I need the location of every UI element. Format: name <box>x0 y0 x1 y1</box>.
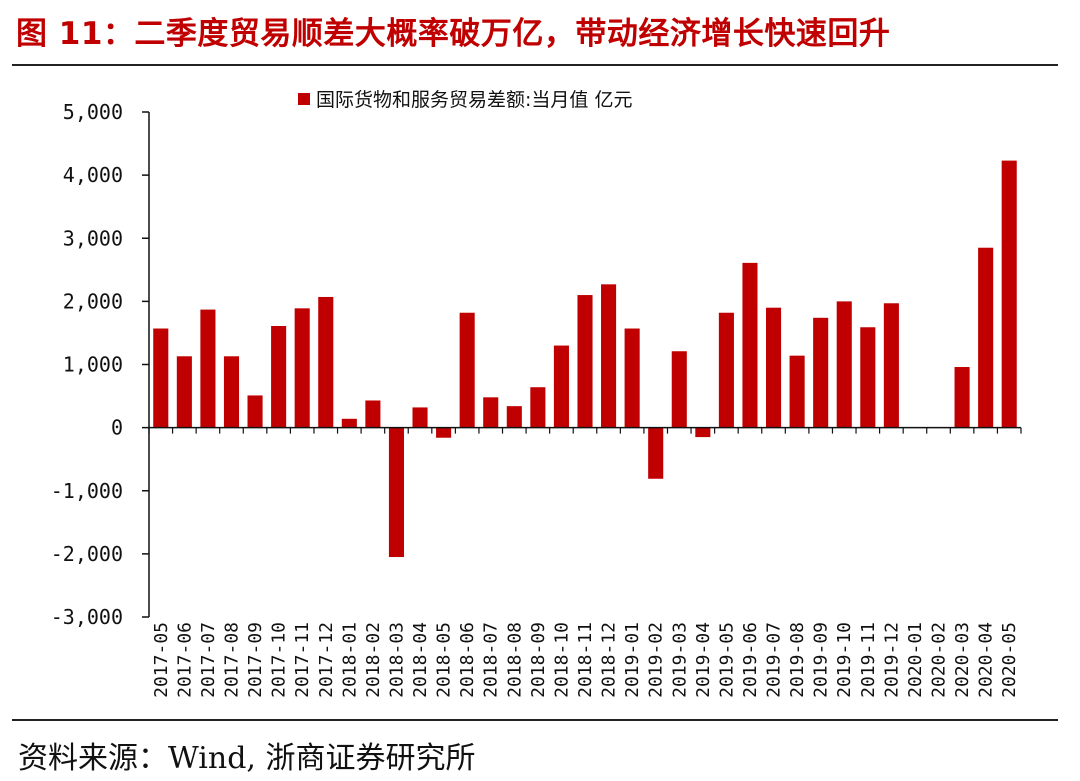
bar <box>766 307 782 428</box>
bar <box>954 367 970 428</box>
bar <box>341 418 357 428</box>
x-tick-label: 2019-10 <box>834 622 855 698</box>
x-tick-label: 2017-09 <box>245 622 266 698</box>
x-tick-label: 2018-09 <box>528 622 549 698</box>
x-tick-label: 2018-05 <box>434 622 455 698</box>
x-tick-label: 2017-08 <box>221 622 242 698</box>
bar <box>459 312 475 428</box>
bar-chart: 国际货物和服务贸易差额:当月值 亿元 5,000 4,000 3,000 2,000 1… <box>51 89 1022 698</box>
bar <box>412 407 428 428</box>
chart-legend: 国际货物和服务贸易差额:当月值 亿元 <box>298 89 632 111</box>
x-tick-label: 2018-01 <box>339 622 360 698</box>
bar <box>836 301 852 428</box>
bar <box>200 309 216 428</box>
bar <box>789 355 805 428</box>
bar <box>365 400 381 428</box>
bar <box>648 427 664 479</box>
bar <box>176 356 192 428</box>
bar <box>436 427 452 438</box>
x-tick-label: 2020-01 <box>905 622 926 698</box>
bar <box>553 345 569 428</box>
footer-divider <box>12 719 1058 721</box>
y-tick-label: 2,000 <box>63 289 123 313</box>
x-tick-label: 2019-01 <box>622 622 643 698</box>
y-tick-label: -2,000 <box>51 542 123 566</box>
title-divider <box>12 64 1058 66</box>
x-tick-label: 2017-10 <box>269 622 290 698</box>
x-tick-label: 2018-03 <box>386 622 407 698</box>
x-tick-label: 2019-06 <box>740 622 761 698</box>
bar <box>624 328 640 428</box>
x-tick-label: 2020-04 <box>976 622 997 698</box>
x-tick-label: 2017-05 <box>151 622 172 698</box>
bar <box>388 427 404 558</box>
bar <box>271 325 287 428</box>
x-tick-label: 2019-02 <box>646 622 667 698</box>
x-tick-label: 2020-05 <box>999 622 1020 698</box>
x-tick-label: 2019-07 <box>764 622 785 698</box>
x-tick-label: 2017-06 <box>174 622 195 698</box>
bar <box>1001 160 1017 428</box>
y-tick-label: 4,000 <box>63 163 123 187</box>
bar <box>978 247 994 428</box>
bar <box>153 328 169 428</box>
legend-label: 国际货物和服务贸易差额:当月值 亿元 <box>316 89 632 111</box>
y-axis: 5,000 4,000 3,000 2,000 1,000 0 -1,000 -2,000 -3… <box>51 100 150 629</box>
x-tick-label: 2019-11 <box>858 622 879 698</box>
x-tick-label: 2018-04 <box>410 622 431 698</box>
y-tick-label: 1,000 <box>63 353 123 377</box>
x-axis: 2017-05 2017-06 2017-07 2017-08 2017-09 2017-… <box>148 426 1022 698</box>
x-tick-label: 2018-06 <box>457 622 478 698</box>
x-tick-label: 2018-11 <box>575 622 596 698</box>
bar <box>506 406 522 428</box>
x-tick-label: 2018-08 <box>504 622 525 698</box>
y-tick-label: -1,000 <box>51 479 123 503</box>
x-tick-label: 2019-04 <box>693 622 714 698</box>
bar <box>601 284 617 428</box>
bar <box>742 262 758 428</box>
bar <box>671 351 687 428</box>
bar <box>813 317 829 428</box>
bar <box>247 395 263 428</box>
x-tick-label: 2018-10 <box>551 622 572 698</box>
bar <box>483 397 499 428</box>
bar <box>718 312 734 428</box>
bars-group <box>153 160 1017 558</box>
bar <box>860 327 876 428</box>
x-tick-label: 2018-07 <box>481 622 502 698</box>
bar <box>294 308 310 428</box>
x-tick-label: 2019-12 <box>881 622 902 698</box>
x-tick-label: 2017-11 <box>292 622 313 698</box>
y-tick-label: 3,000 <box>63 226 123 250</box>
bar <box>318 296 334 428</box>
x-tick-label: 2019-09 <box>811 622 832 698</box>
x-tick-label: 2019-03 <box>669 622 690 698</box>
x-tick-label: 2019-08 <box>787 622 808 698</box>
x-tick-label: 2017-12 <box>316 622 337 698</box>
x-tick-label: 2018-12 <box>599 622 620 698</box>
legend-swatch <box>298 93 310 105</box>
bar <box>223 356 240 428</box>
y-tick-label: -3,000 <box>51 605 123 629</box>
y-tick-label: 0 <box>111 416 123 440</box>
x-tick-label: 2020-03 <box>952 622 973 698</box>
x-tick-label: 2018-02 <box>363 622 384 698</box>
source-note: 资料来源：Wind, 浙商证券研究所 <box>18 741 476 776</box>
x-tick-label: 2019-05 <box>716 622 737 698</box>
x-tick-label: 2020-02 <box>929 622 950 698</box>
bar <box>695 427 711 438</box>
bar <box>883 303 899 428</box>
x-tick-label: 2017-07 <box>198 622 219 698</box>
bar <box>530 387 546 428</box>
chart-title: 图 11：二季度贸易顺差大概率破万亿，带动经济增长快速回升 <box>16 16 891 52</box>
bar <box>577 295 593 428</box>
y-tick-label: 5,000 <box>63 100 123 124</box>
